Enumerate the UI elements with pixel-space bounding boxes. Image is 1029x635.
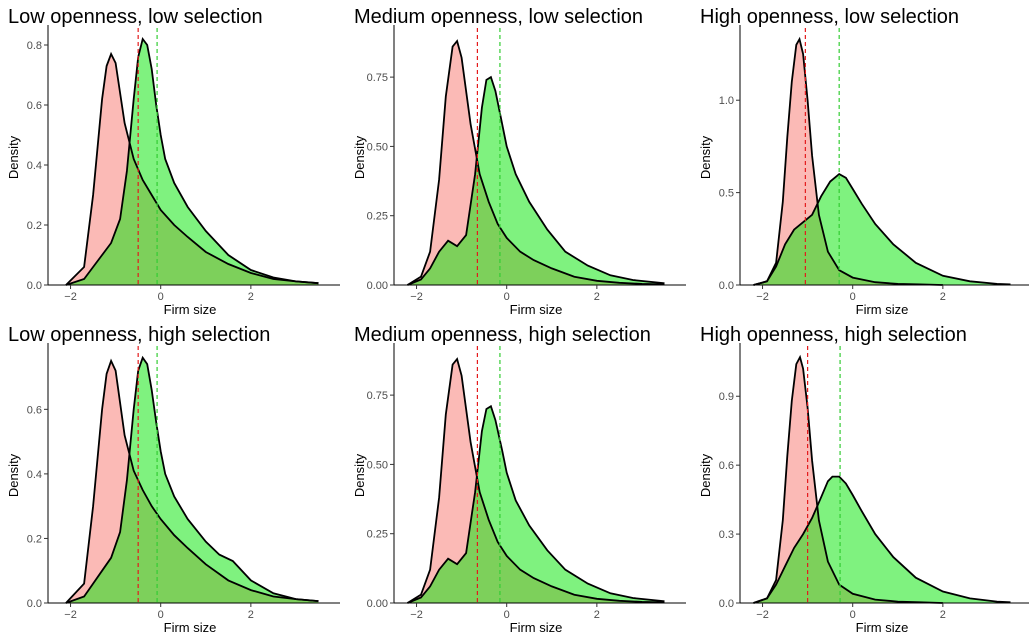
x-axis-title: Firm size bbox=[856, 302, 909, 317]
x-tick-label: 2 bbox=[940, 609, 946, 621]
panel-title: High openness, low selection bbox=[700, 6, 959, 28]
x-tick-label: 2 bbox=[940, 291, 946, 303]
y-axis-title: Density bbox=[698, 135, 713, 179]
green-density-line bbox=[65, 355, 319, 604]
red-density-line bbox=[753, 354, 943, 604]
panel-4: Low openness, high selection −2 0 2 0.0 0.2 0.… bbox=[6, 324, 340, 635]
red-density-line bbox=[407, 357, 665, 604]
x-axis-title: Firm size bbox=[164, 620, 217, 635]
y-tick-label: 0.2 bbox=[27, 220, 42, 232]
x-tick-label: −2 bbox=[64, 609, 77, 621]
y-tick-label: 0.00 bbox=[367, 280, 388, 292]
green-density-line bbox=[407, 404, 665, 604]
x-tick-label: −2 bbox=[756, 609, 769, 621]
x-tick-label: 2 bbox=[594, 609, 600, 621]
y-tick-label: 0.3 bbox=[719, 529, 734, 541]
y-tick-label: 0.0 bbox=[719, 280, 734, 292]
y-tick-label: 0.75 bbox=[367, 72, 388, 84]
x-tick-label: −2 bbox=[410, 609, 423, 621]
y-tick-label: 0.0 bbox=[27, 598, 42, 610]
panel-1: Low openness, low selection −2 0 2 0.0 0.2 0.4… bbox=[6, 6, 340, 317]
red-density-line bbox=[753, 36, 943, 286]
y-tick-label: 0.6 bbox=[719, 460, 734, 472]
y-tick-label: 0.75 bbox=[367, 390, 388, 402]
green-density-fill bbox=[66, 39, 319, 285]
x-tick-label: 0 bbox=[158, 609, 164, 621]
x-tick-label: 2 bbox=[248, 609, 254, 621]
green-density-line bbox=[407, 75, 665, 286]
y-axis-title: Density bbox=[352, 135, 367, 179]
y-tick-label: 0.9 bbox=[719, 391, 734, 403]
x-axis-title: Firm size bbox=[510, 302, 563, 317]
panel-title: High openness, high selection bbox=[700, 324, 967, 346]
x-tick-label: 0 bbox=[158, 291, 164, 303]
red-density-line bbox=[407, 39, 665, 286]
y-axis-title: Density bbox=[698, 453, 713, 497]
panel-2: Medium openness, low selection −2 0 2 0.00 0.… bbox=[352, 6, 686, 317]
x-axis-title: Firm size bbox=[164, 302, 217, 317]
y-axis-title: Density bbox=[6, 453, 21, 497]
y-tick-label: 0.0 bbox=[27, 280, 42, 292]
y-tick-label: 0.2 bbox=[27, 533, 42, 545]
y-tick-label: 0.00 bbox=[367, 598, 388, 610]
x-tick-label: −2 bbox=[410, 291, 423, 303]
y-tick-label: 0.4 bbox=[27, 160, 42, 172]
x-tick-label: −2 bbox=[756, 291, 769, 303]
y-tick-label: 0.8 bbox=[27, 40, 42, 52]
green-density-fill bbox=[407, 406, 665, 603]
x-tick-label: 2 bbox=[594, 291, 600, 303]
x-tick-label: −2 bbox=[64, 291, 77, 303]
panel-title: Low openness, low selection bbox=[8, 6, 263, 28]
y-tick-label: 0.4 bbox=[27, 469, 42, 481]
y-tick-label: 0.25 bbox=[367, 529, 388, 541]
y-tick-label: 0.6 bbox=[27, 100, 42, 112]
panel-5: Medium openness, high selection −2 0 2 0.00 0… bbox=[352, 324, 686, 635]
panel-3: High openness, low selection −2 0 2 0.0 0.5 1.… bbox=[698, 6, 1029, 317]
x-tick-label: 0 bbox=[850, 291, 856, 303]
green-density-line bbox=[65, 36, 319, 286]
x-axis-title: Firm size bbox=[856, 620, 909, 635]
green-density-line bbox=[753, 475, 1011, 604]
x-tick-label: 2 bbox=[248, 291, 254, 303]
y-tick-label: 0.50 bbox=[367, 141, 388, 153]
y-tick-label: 0.0 bbox=[719, 598, 734, 610]
y-tick-label: 0.5 bbox=[719, 188, 734, 200]
x-tick-label: 0 bbox=[504, 609, 510, 621]
x-tick-label: 0 bbox=[504, 291, 510, 303]
x-tick-label: 0 bbox=[850, 609, 856, 621]
green-density-fill bbox=[407, 77, 665, 285]
panel-title: Medium openness, low selection bbox=[354, 6, 643, 28]
panel-title: Low openness, high selection bbox=[8, 324, 270, 346]
x-axis-title: Firm size bbox=[510, 620, 563, 635]
green-density-fill bbox=[753, 174, 1011, 285]
y-tick-label: 1.0 bbox=[719, 95, 734, 107]
red-density-line bbox=[65, 358, 319, 604]
green-density-line bbox=[753, 173, 1011, 286]
green-density-fill bbox=[66, 357, 319, 603]
y-axis-title: Density bbox=[6, 135, 21, 179]
y-tick-label: 0.50 bbox=[367, 459, 388, 471]
y-tick-label: 0.6 bbox=[27, 404, 42, 416]
panel-6: High openness, high selection −2 0 2 0.0 0.3 0… bbox=[698, 324, 1029, 635]
y-axis-title: Density bbox=[352, 453, 367, 497]
y-tick-label: 0.25 bbox=[367, 211, 388, 223]
red-density-line bbox=[65, 51, 319, 286]
panel-title: Medium openness, high selection bbox=[354, 324, 651, 346]
